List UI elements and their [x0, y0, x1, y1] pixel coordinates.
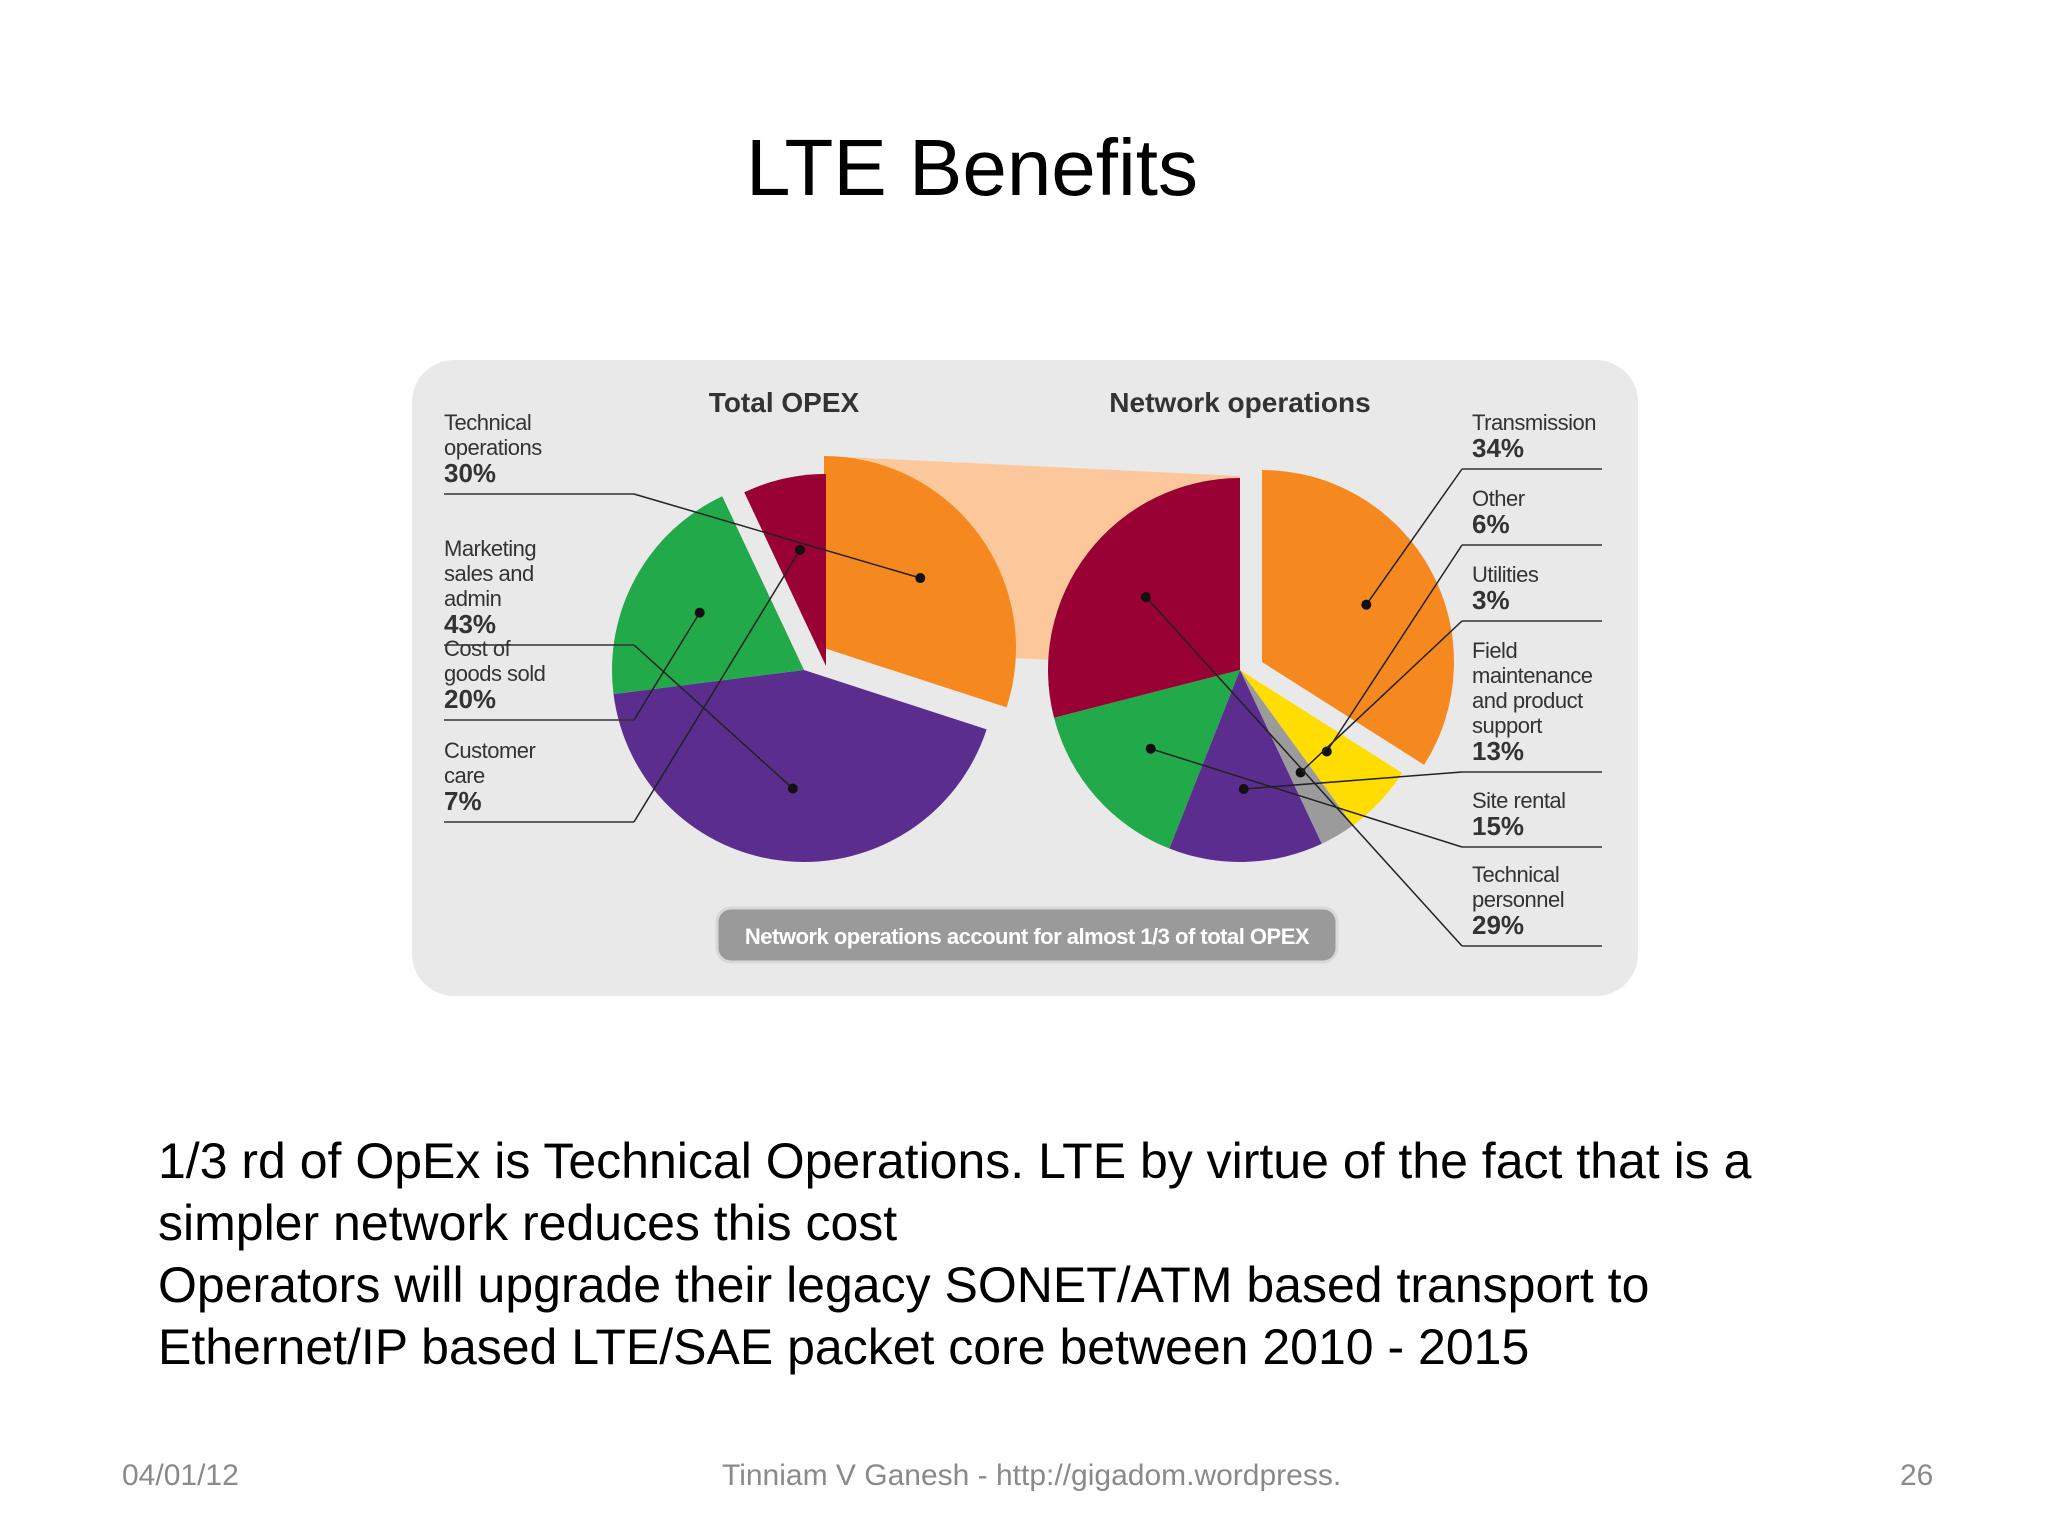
network-operations-slice-other: [1240, 670, 1403, 826]
annotation-text: Network operations account for almost 1/…: [745, 924, 1310, 949]
leader-dot: [915, 573, 926, 584]
slice-label-text: admin: [444, 586, 501, 611]
leader-dot: [1361, 599, 1372, 610]
slice-value-label: 34%: [1472, 433, 1524, 463]
slice-label-text: goods sold: [444, 661, 545, 686]
leader-dot: [1145, 743, 1156, 754]
leader-dot: [795, 544, 806, 555]
slide-title: LTE Benefits: [745, 123, 1199, 212]
leader-line: [633, 612, 701, 721]
slice-label-text: Technical: [444, 410, 531, 435]
slice-label-text: Site rental: [1472, 788, 1566, 813]
slice-value-label: 3%: [1472, 585, 1510, 615]
footer-date: 04/01/12: [122, 1459, 239, 1492]
leader-line: [1150, 748, 1463, 848]
leader-line: [1326, 544, 1463, 752]
footer-page-number: 26: [1900, 1459, 1934, 1492]
leader-dot: [1321, 746, 1332, 757]
leader-dot: [694, 607, 705, 618]
slice-label-text: care: [444, 763, 485, 788]
leader-line: [1145, 596, 1463, 947]
leader-line: [633, 644, 794, 790]
slice-label-text: Cost of: [444, 636, 512, 661]
network-operations-chart-title: Network operations: [1109, 387, 1370, 418]
leader-dot: [1238, 783, 1249, 794]
network-operations-slice-utilities: [1240, 670, 1353, 844]
slice-value-label: 6%: [1472, 509, 1510, 539]
slice-value-label: 20%: [444, 684, 496, 714]
slice-value-label: 13%: [1472, 736, 1524, 766]
slice-label-text: Marketing: [444, 536, 536, 561]
opex-chart-panel: Total OPEX Network operations Technical ope…: [412, 360, 1638, 996]
slice-label-text: maintenance: [1472, 663, 1593, 688]
annotation-pill: Network operations account for almost 1/…: [715, 906, 1339, 964]
slice-value-label: 29%: [1472, 910, 1524, 940]
slice-label-text: Other: [1472, 486, 1525, 511]
slice-label-text: Field: [1472, 638, 1517, 663]
slice-value-label: 43%: [444, 609, 496, 639]
slice-label-text: Technical: [1472, 862, 1559, 887]
leader-dot: [1140, 592, 1151, 603]
total-opex-chart-title: Total OPEX: [709, 387, 860, 418]
slice-value-label: 15%: [1472, 811, 1524, 841]
slice-label-text: Transmission: [1472, 410, 1596, 435]
slice-label-text: and product: [1472, 688, 1583, 713]
total-opex-slice-cost-of-goods-sold: [612, 496, 804, 695]
slice-label-text: operations: [444, 435, 542, 460]
leader-line: [1365, 468, 1463, 606]
leader-line: [1243, 771, 1463, 790]
opex-pie-charts: Total OPEX Network operationsTechnicalope…: [444, 387, 1602, 964]
slice-label-text: Utilities: [1472, 562, 1539, 587]
body-paragraph-1: 1/3 rd of OpEx is Technical Operations. …: [158, 1133, 1752, 1251]
slice-value-label: 30%: [444, 458, 496, 488]
body-paragraph-2: Operators will upgrade their legacy SONE…: [158, 1257, 1650, 1375]
slide-body: 1/3 rd of OpEx is Technical Operations. …: [158, 1130, 1878, 1378]
slice-value-label: 7%: [444, 786, 482, 816]
footer-author: Tinniam V Ganesh - http://gigadom.wordpr…: [722, 1459, 1340, 1492]
leader-line: [1300, 620, 1463, 774]
total-opex-slice-customer-care: [744, 474, 826, 666]
leader-line: [633, 493, 921, 579]
slice-label-text: sales and: [444, 561, 534, 586]
slice-label-text: personnel: [1472, 887, 1564, 912]
leader-line: [633, 549, 801, 823]
network-operations-slice-field-maintenance-and-product-support: [1169, 670, 1322, 862]
slice-label-text: Customer: [444, 738, 536, 763]
network-operations-slice-site-rental: [1054, 670, 1240, 849]
network-operations-slice-transmission: [1262, 470, 1454, 765]
total-opex-slice-marketing-sales-and-admin: [613, 670, 987, 863]
slice-label-text: support: [1472, 713, 1542, 738]
leader-dot: [787, 783, 798, 794]
